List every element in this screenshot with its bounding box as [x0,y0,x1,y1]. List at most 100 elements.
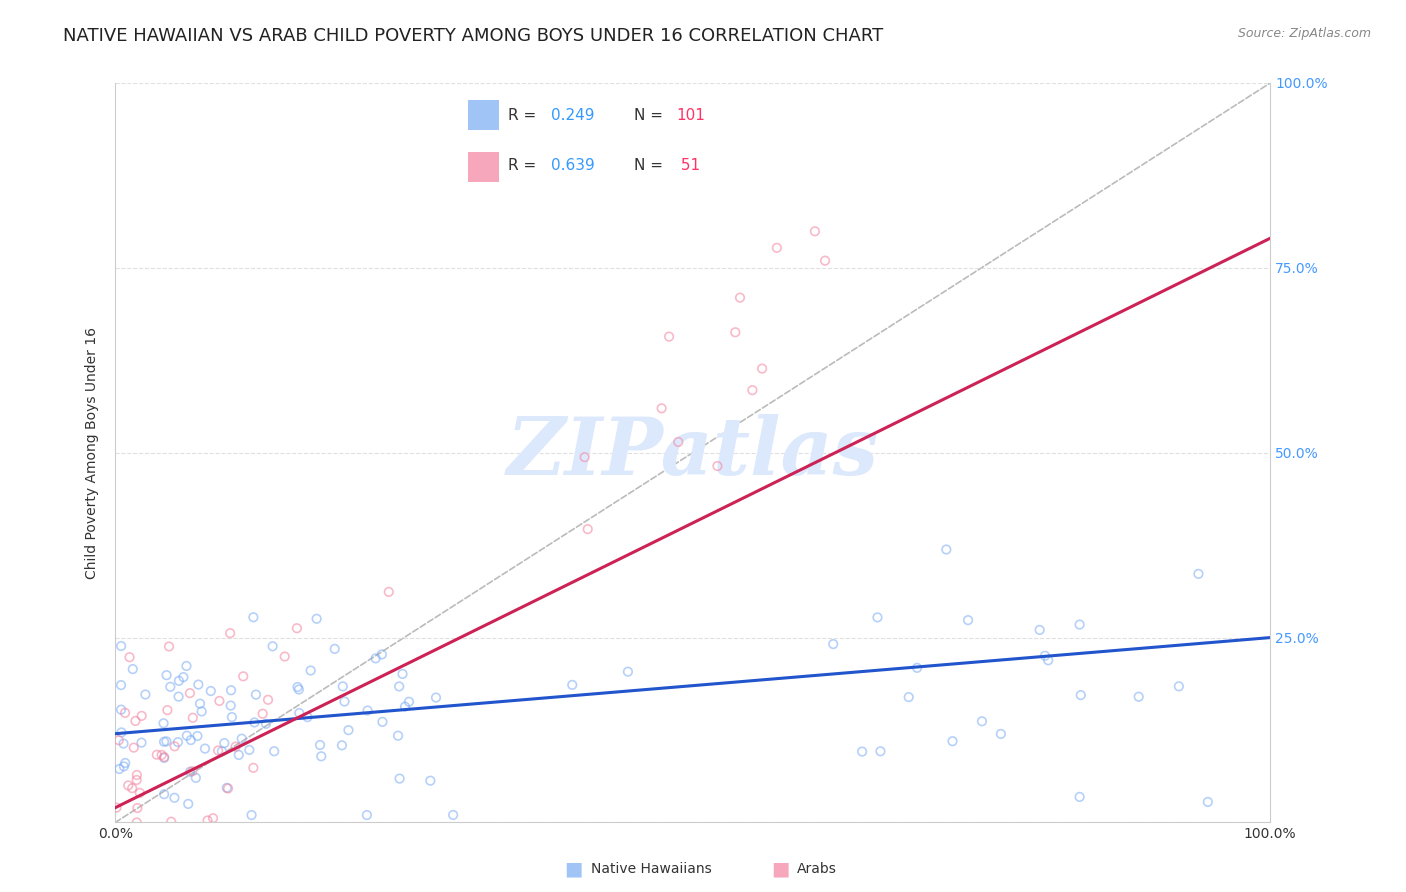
Point [153,751,176,765]
Point [651,401,673,416]
Point [131,709,153,723]
Point [1069,617,1091,632]
Point [245,688,267,702]
Point [299,664,322,678]
Point [177,797,200,811]
Point [288,706,311,720]
Point [337,723,360,738]
Point [114,756,136,770]
Point [172,670,194,684]
Point [125,768,148,782]
Point [150,747,173,762]
Point [935,542,957,557]
Point [658,329,681,343]
Point [356,704,378,718]
Point [243,715,266,730]
Point [751,361,773,376]
Point [117,779,139,793]
Point [364,651,387,665]
Point [159,680,181,694]
Point [124,714,146,728]
Point [728,291,751,305]
Point [108,762,131,776]
Point [155,734,177,748]
Text: ZIPatlas: ZIPatlas [506,414,879,491]
Point [208,694,231,708]
Point [238,743,260,757]
Point [228,747,250,762]
Point [197,814,219,828]
Point [114,706,136,720]
Point [285,621,308,635]
Point [574,450,596,465]
Point [262,640,284,654]
Point [167,673,190,688]
Point [1197,795,1219,809]
Point [1069,789,1091,804]
Point [179,686,201,700]
Point [724,326,747,340]
Point [128,786,150,800]
Point [167,690,190,704]
Point [181,711,204,725]
Point [214,736,236,750]
Point [157,640,180,654]
Point [666,434,689,449]
Point [152,716,174,731]
Point [155,668,177,682]
Text: ■: ■ [564,859,583,879]
Point [1028,623,1050,637]
Point [121,781,143,796]
Point [176,729,198,743]
Point [188,697,211,711]
Point [990,727,1012,741]
Point [231,731,253,746]
Point [219,683,242,698]
Point [202,811,225,825]
Point [207,743,229,757]
Text: NATIVE HAWAIIAN VS ARAB CHILD POVERTY AMONG BOYS UNDER 16 CORRELATION CHART: NATIVE HAWAIIAN VS ARAB CHILD POVERTY AM… [63,27,883,45]
Point [387,729,409,743]
Point [1038,653,1060,667]
Point [371,714,394,729]
Point [741,383,763,397]
Point [309,749,332,764]
Point [332,679,354,693]
Point [391,667,413,681]
Point [163,739,186,754]
Point [561,678,583,692]
Text: Arabs: Arabs [797,862,837,876]
Point [766,241,789,255]
Point [110,703,132,717]
Text: ■: ■ [770,859,790,879]
Point [186,729,208,743]
Point [970,714,993,729]
Point [181,764,204,779]
Point [217,781,239,796]
Point [110,678,132,692]
Text: Source: ZipAtlas.com: Source: ZipAtlas.com [1237,27,1371,40]
Point [941,734,963,748]
Point [851,745,873,759]
Point [160,814,183,829]
Point [225,739,247,754]
Point [167,735,190,749]
Point [219,698,242,713]
Point [131,736,153,750]
Point [121,662,143,676]
Point [814,253,837,268]
Point [125,815,148,830]
Point [184,771,207,785]
Point [1070,688,1092,702]
Point [425,690,447,705]
Point [156,703,179,717]
Point [118,650,141,665]
Point [330,739,353,753]
Point [419,773,441,788]
Point [194,741,217,756]
Point [153,735,176,749]
Point [576,522,599,536]
Point [287,680,309,694]
Point [187,677,209,691]
Point [263,744,285,758]
